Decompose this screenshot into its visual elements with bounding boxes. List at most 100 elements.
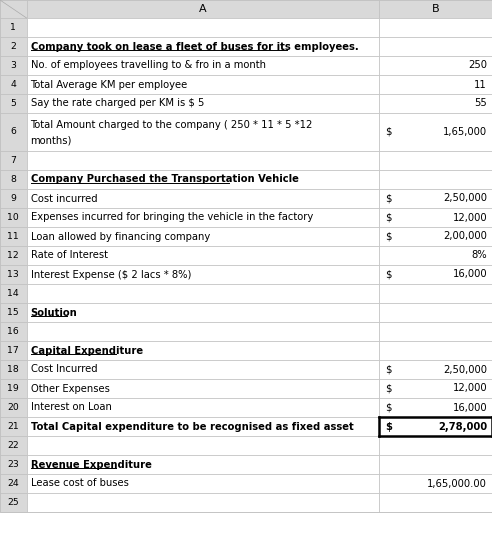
Text: 15: 15 [7, 308, 19, 317]
Bar [0, 398, 27, 417]
Bar [379, 436, 492, 455]
Text: 12,000: 12,000 [452, 212, 487, 223]
Text: 1: 1 [10, 23, 16, 32]
Text: 16: 16 [7, 327, 19, 336]
Bar [0, 37, 27, 56]
Bar [27, 94, 379, 113]
Bar [0, 227, 27, 246]
Bar [27, 417, 379, 436]
Text: Cost incurred: Cost incurred [31, 193, 97, 203]
Bar [27, 246, 379, 265]
Bar [379, 170, 492, 189]
Bar [0, 284, 27, 303]
Bar [27, 227, 379, 246]
Bar [0, 56, 27, 75]
Bar [0, 322, 27, 341]
Text: 24: 24 [7, 479, 19, 488]
Text: 9: 9 [10, 194, 16, 203]
Bar [379, 56, 492, 75]
Text: 8%: 8% [471, 250, 487, 261]
Text: B: B [431, 4, 439, 14]
Text: 12: 12 [7, 251, 19, 260]
Text: 5: 5 [10, 99, 16, 108]
Bar [379, 417, 492, 436]
Bar [0, 379, 27, 398]
Text: months): months) [31, 136, 72, 145]
Bar [0, 341, 27, 360]
Bar [0, 493, 27, 512]
Bar [379, 151, 492, 170]
Text: Revenue Expenditure: Revenue Expenditure [31, 460, 152, 469]
Text: 2,78,000: 2,78,000 [438, 422, 487, 431]
Bar [379, 379, 492, 398]
Bar [27, 322, 379, 341]
Bar [27, 113, 379, 151]
Bar [27, 379, 379, 398]
Text: 16,000: 16,000 [452, 403, 487, 412]
Text: 55: 55 [474, 99, 487, 108]
Bar [379, 189, 492, 208]
Text: 13: 13 [7, 270, 19, 279]
Text: 19: 19 [7, 384, 19, 393]
Bar [0, 474, 27, 493]
Bar [27, 75, 379, 94]
Bar [0, 265, 27, 284]
Text: 21: 21 [7, 422, 19, 431]
Text: 11: 11 [474, 80, 487, 89]
Text: 12,000: 12,000 [452, 384, 487, 393]
Bar [379, 37, 492, 56]
Bar [379, 360, 492, 379]
Bar [0, 303, 27, 322]
Text: $: $ [385, 193, 391, 203]
Text: 10: 10 [7, 213, 19, 222]
Text: 22: 22 [7, 441, 19, 450]
Bar [379, 113, 492, 151]
Bar [27, 474, 379, 493]
Bar [0, 246, 27, 265]
Bar [379, 284, 492, 303]
Text: Solution: Solution [31, 307, 77, 318]
Text: Company took on lease a fleet of buses for its employees.: Company took on lease a fleet of buses f… [31, 42, 358, 51]
Bar [0, 151, 27, 170]
Text: 2,50,000: 2,50,000 [443, 193, 487, 203]
Text: Lease cost of buses: Lease cost of buses [31, 479, 128, 488]
Text: 16,000: 16,000 [452, 269, 487, 280]
Text: $: $ [385, 384, 391, 393]
Text: 1,65,000: 1,65,000 [443, 127, 487, 137]
Bar [27, 189, 379, 208]
Bar [0, 94, 27, 113]
Bar [379, 341, 492, 360]
Text: $: $ [385, 269, 391, 280]
Bar [27, 284, 379, 303]
Text: Total Capital expenditure to be recognised as fixed asset: Total Capital expenditure to be recognis… [31, 422, 353, 431]
Text: 3: 3 [10, 61, 16, 70]
Bar [27, 0, 379, 18]
Bar [379, 75, 492, 94]
Bar [0, 170, 27, 189]
Bar [0, 208, 27, 227]
Bar [379, 398, 492, 417]
Bar [27, 303, 379, 322]
Text: $: $ [385, 212, 391, 223]
Bar [0, 455, 27, 474]
Bar [27, 37, 379, 56]
Bar [379, 303, 492, 322]
Bar [379, 208, 492, 227]
Text: 2,00,000: 2,00,000 [443, 231, 487, 242]
Bar [0, 436, 27, 455]
Bar [27, 436, 379, 455]
Text: 6: 6 [10, 127, 16, 137]
Text: Say the rate charged per KM is $ 5: Say the rate charged per KM is $ 5 [31, 99, 204, 108]
Bar [379, 227, 492, 246]
Text: 20: 20 [7, 403, 19, 412]
Bar [27, 455, 379, 474]
Text: 17: 17 [7, 346, 19, 355]
Bar [27, 208, 379, 227]
Text: $: $ [385, 231, 391, 242]
Bar [0, 18, 27, 37]
Text: 2,50,000: 2,50,000 [443, 365, 487, 375]
Text: A: A [199, 4, 207, 14]
Text: Rate of Interest: Rate of Interest [31, 250, 108, 261]
Bar [27, 170, 379, 189]
Text: 11: 11 [7, 232, 19, 241]
